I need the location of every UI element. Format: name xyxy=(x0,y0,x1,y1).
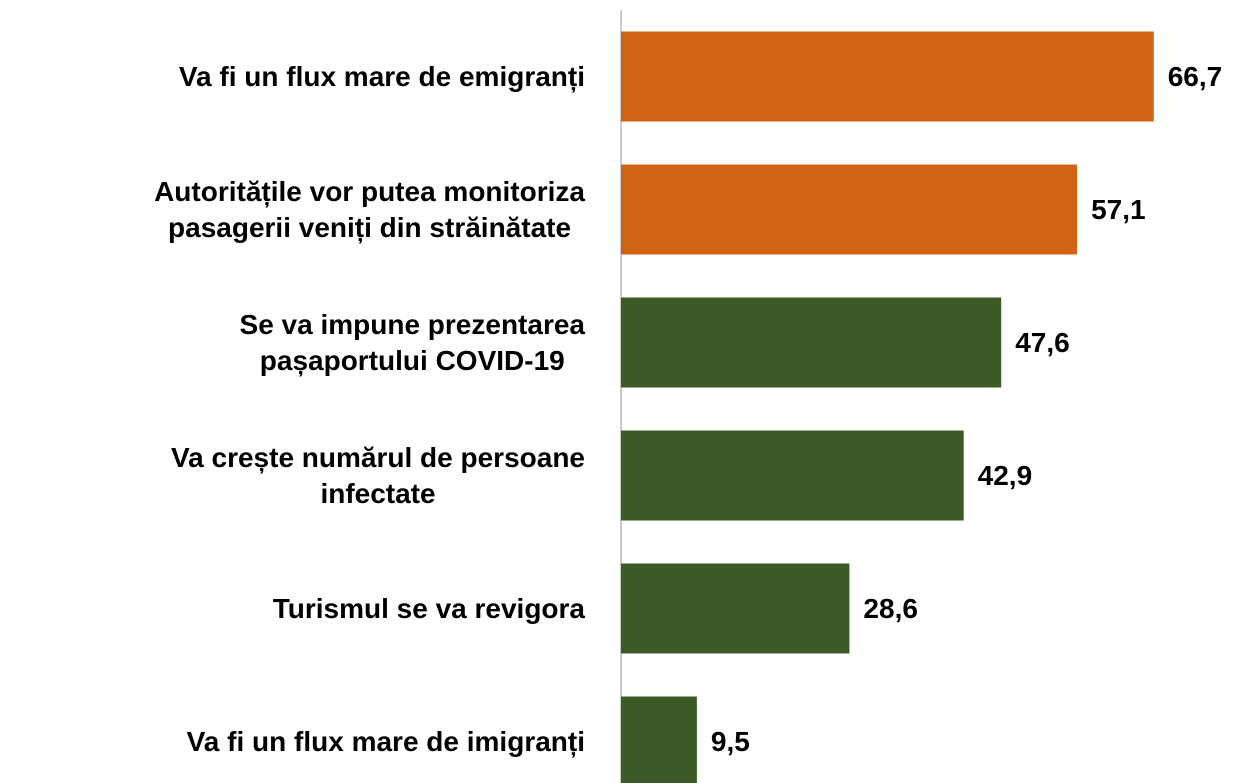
label-line: pașaportului COVID-19 xyxy=(259,344,565,376)
bar xyxy=(621,297,1002,388)
category-label: Turismul se va revigora xyxy=(273,591,585,627)
category-label: Se va impune prezentarea pașaportului COV… xyxy=(240,307,585,379)
category-label: Va fi un flux mare de imigranți xyxy=(187,724,585,760)
label-line: Va crește numărul de persoane xyxy=(171,441,585,473)
bar xyxy=(621,696,697,783)
bar xyxy=(621,563,850,654)
bar xyxy=(621,31,1154,122)
value-label: 66,7 xyxy=(1168,61,1223,92)
label-line: Turismul se va revigora xyxy=(272,592,585,624)
label-line: Va fi un flux mare de emigranți xyxy=(178,60,585,92)
category-label: Va fi un flux mare de emigranți xyxy=(179,59,585,95)
label-line: pasagerii veniți din străinătate xyxy=(168,211,572,243)
value-label: 47,6 xyxy=(1015,327,1069,358)
category-label: Autoritățile vor putea monitoriza pasager… xyxy=(154,174,585,246)
label-line: infectate xyxy=(320,477,436,509)
value-label: 28,6 xyxy=(863,593,918,624)
value-label: 9,5 xyxy=(711,726,750,757)
label-line: Autoritățile vor putea monitoriza xyxy=(154,175,585,207)
label-line: Se va impune prezentarea xyxy=(239,308,585,340)
label-line: Va fi un flux mare de imigranți xyxy=(186,725,585,757)
bar xyxy=(621,430,964,521)
category-label: Va crește numărul de persoane infectate xyxy=(171,440,585,512)
value-label: 42,9 xyxy=(978,460,1033,491)
bar xyxy=(621,164,1078,255)
value-label: 57,1 xyxy=(1091,194,1146,225)
